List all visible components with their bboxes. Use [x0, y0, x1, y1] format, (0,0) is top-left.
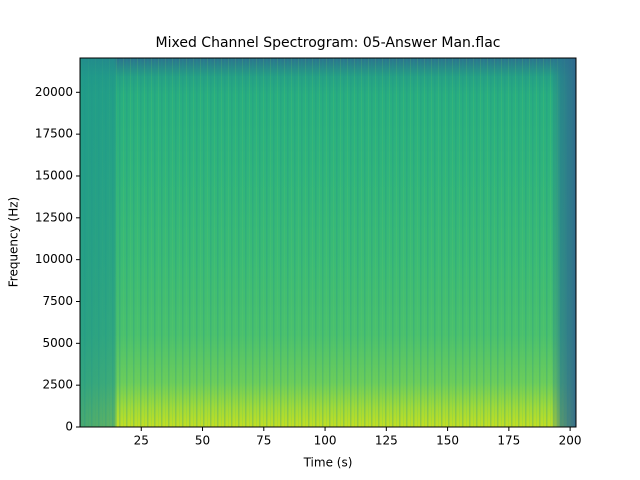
spectrogram-image — [80, 58, 576, 427]
x-tick-label: 150 — [436, 434, 459, 448]
x-tick-label: 25 — [134, 434, 149, 448]
x-tick-label: 125 — [375, 434, 398, 448]
y-tick-label: 15000 — [35, 168, 73, 182]
chart-title: Mixed Channel Spectrogram: 05-Answer Man… — [156, 35, 501, 51]
x-tick-label: 75 — [256, 434, 271, 448]
y-tick-label: 0 — [65, 420, 73, 434]
y-tick-label: 12500 — [35, 210, 73, 224]
plot-frame — [79, 57, 577, 428]
y-tick-label: 2500 — [42, 378, 73, 392]
x-axis-label: Time (s) — [303, 456, 353, 470]
y-tick-label: 20000 — [35, 85, 73, 99]
x-tick-label: 200 — [559, 434, 582, 448]
x-tick-label: 100 — [314, 434, 337, 448]
y-tick-label: 10000 — [35, 252, 73, 266]
y-axis-label: Frequency (Hz) — [7, 197, 21, 288]
x-tick-label: 175 — [497, 434, 520, 448]
x-tick-label: 50 — [195, 434, 210, 448]
y-tick-label: 5000 — [42, 336, 73, 350]
y-tick-label: 17500 — [35, 127, 73, 141]
y-tick-label: 7500 — [42, 294, 73, 308]
